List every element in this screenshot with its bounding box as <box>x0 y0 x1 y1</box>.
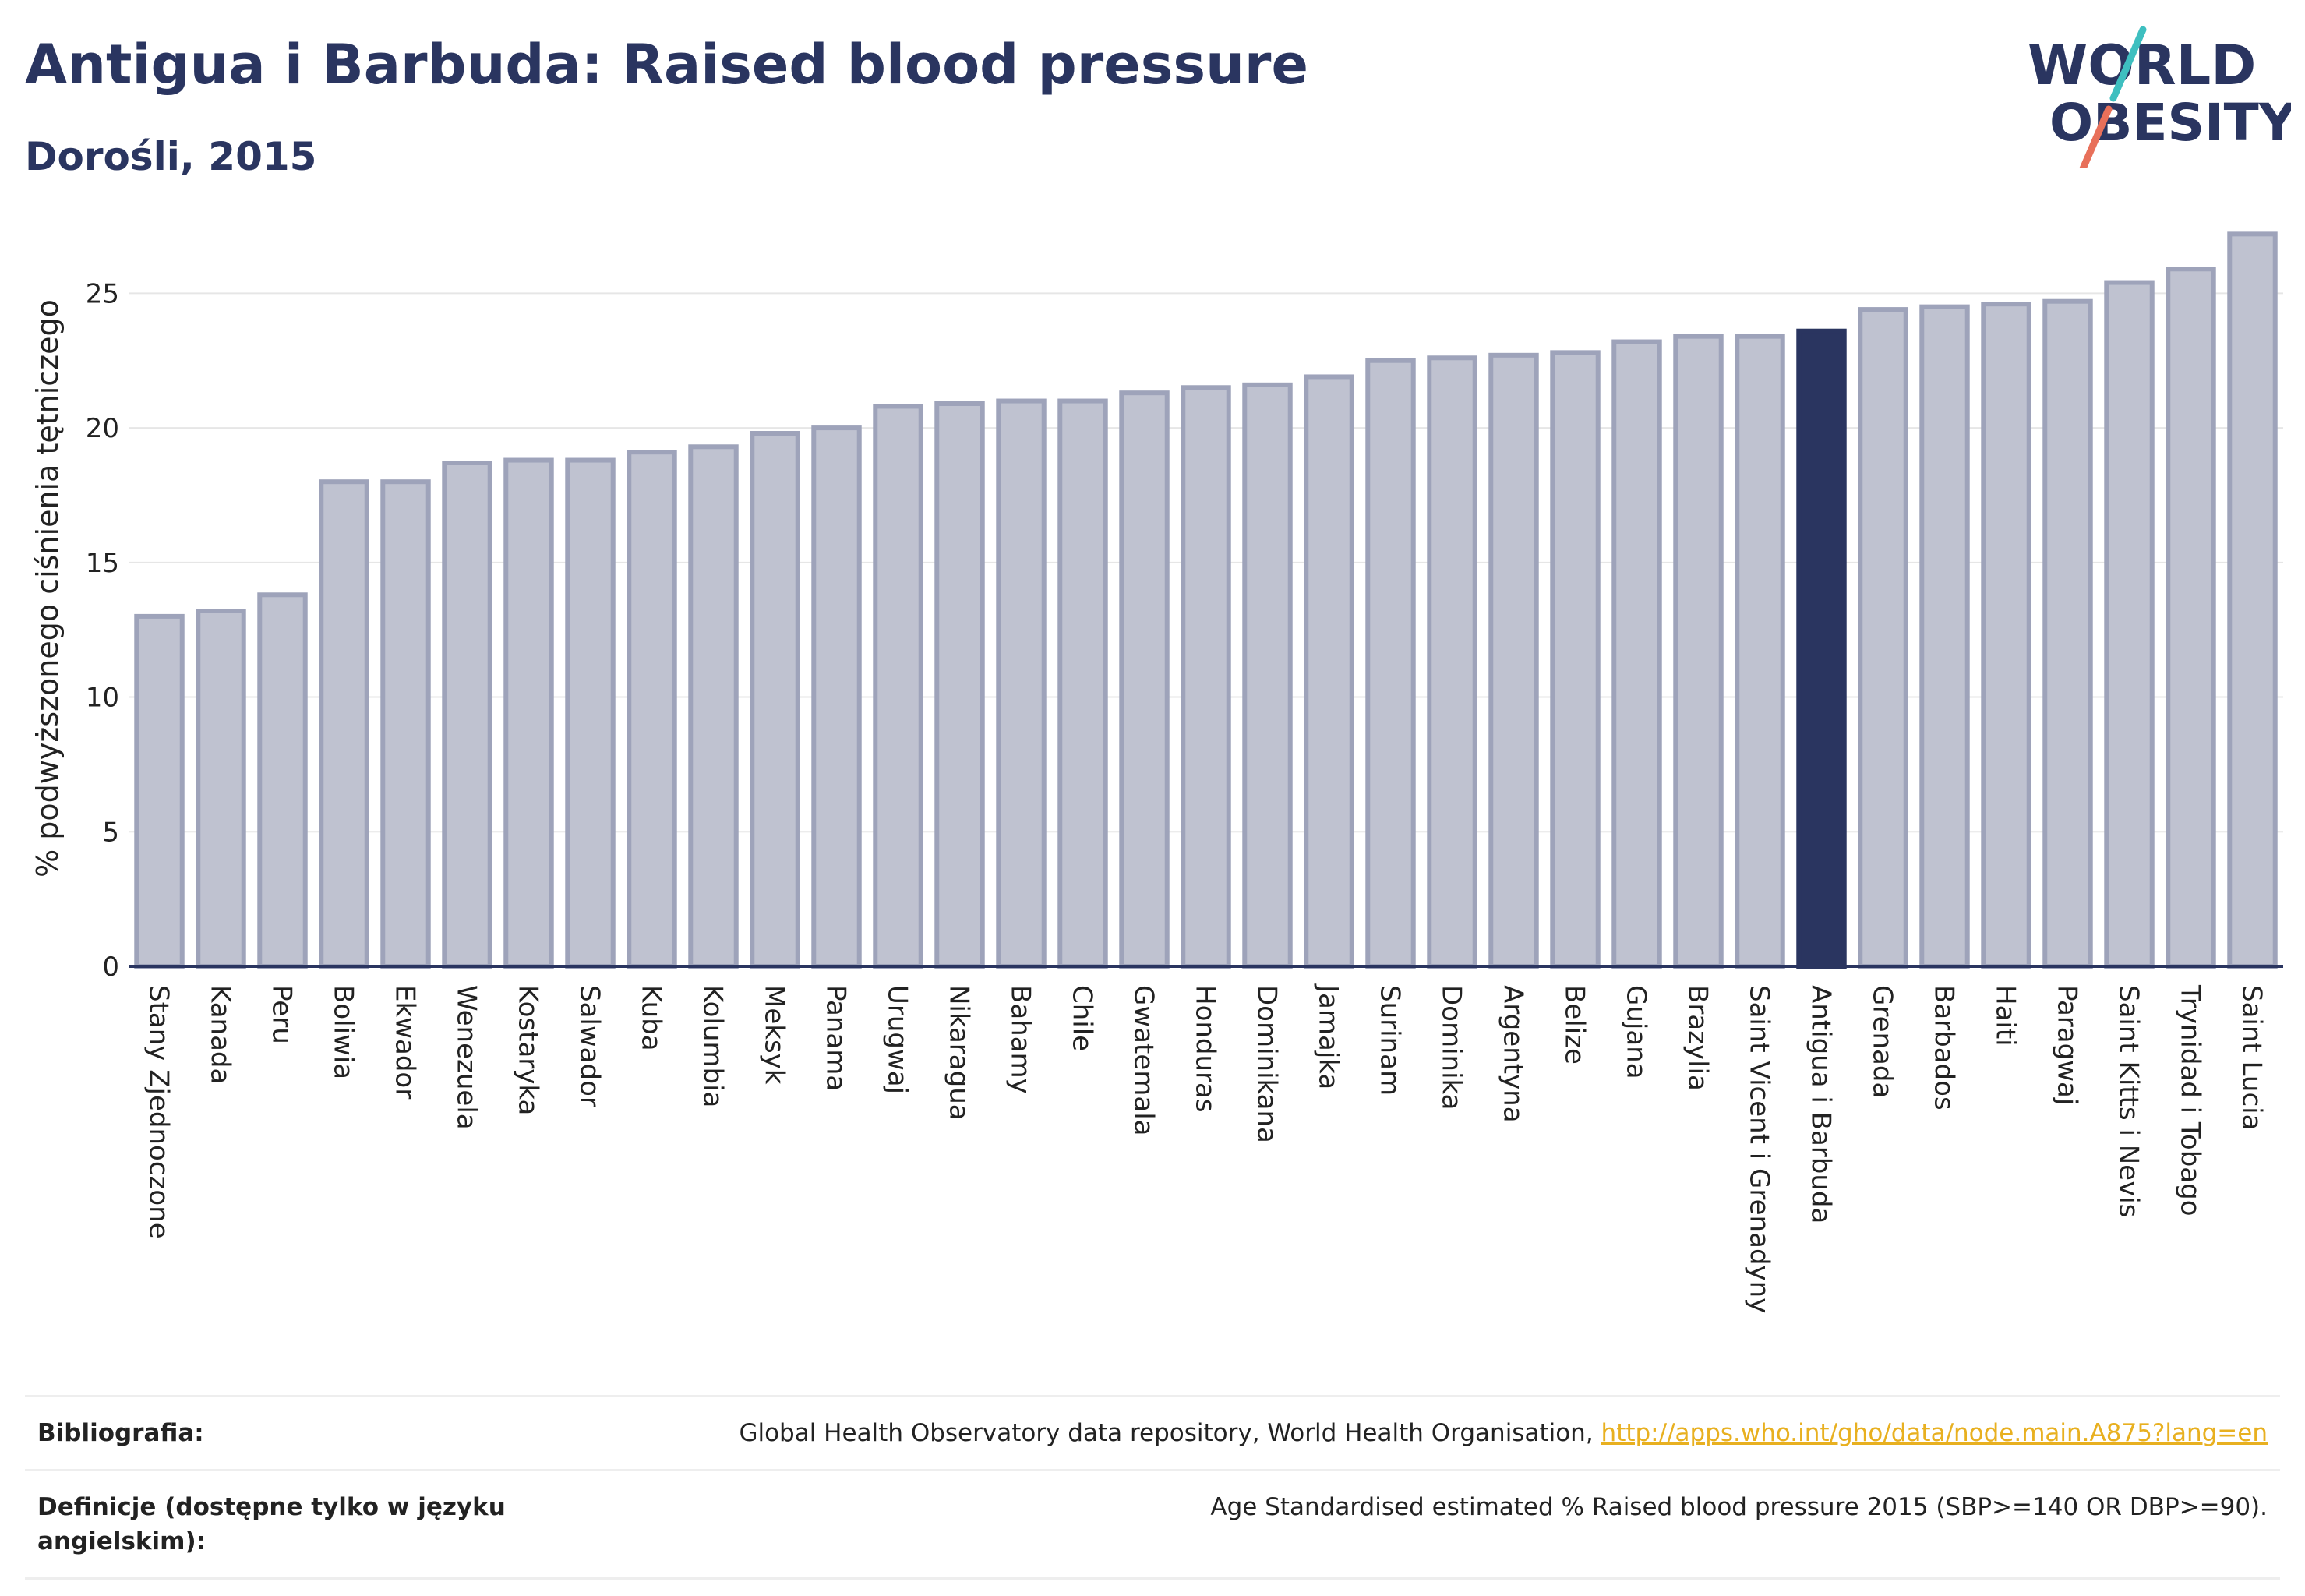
bar[interactable] <box>1919 304 1970 969</box>
category-label: Belize <box>1559 985 1590 1065</box>
bar[interactable] <box>1611 339 1662 969</box>
logo-word-world: WORLD <box>2028 34 2256 97</box>
category-label: Bahamy <box>1005 985 1036 1094</box>
bar-chart: 0 5 10 15 20 25 Stany Zjednoczone Kanada Peru Bo… <box>30 231 2283 1313</box>
bar[interactable] <box>750 431 800 969</box>
category-label: Salwador <box>574 985 605 1107</box>
category-label: Antigua i Barbuda <box>1806 985 1837 1223</box>
category-label: Ekwador <box>390 985 421 1099</box>
bar[interactable] <box>134 613 185 969</box>
bar[interactable] <box>1181 385 1231 969</box>
category-label: Barbados <box>1929 985 1960 1110</box>
bar[interactable] <box>2166 267 2216 969</box>
bar[interactable] <box>1304 374 1354 969</box>
category-label: Haiti <box>1990 985 2021 1047</box>
category-label: Argentyna <box>1498 985 1529 1123</box>
world-obesity-logo: WORLD OBESITY <box>2028 26 2291 168</box>
definitions-value: Age Standardised estimated % Raised bloo… <box>1210 1493 2268 1521</box>
page-subtitle: Dorośli, 2015 <box>25 134 317 179</box>
category-label: Jamajka <box>1313 983 1344 1089</box>
category-label: Paragwaj <box>2052 985 2083 1105</box>
category-label: Surinam <box>1375 985 1406 1096</box>
y-tick-label: 25 <box>86 278 119 309</box>
category-label: Panama <box>821 985 852 1091</box>
bar[interactable] <box>565 457 616 969</box>
y-tick-label: 20 <box>86 413 119 444</box>
bar[interactable] <box>2104 280 2155 969</box>
category-label: Gujana <box>1621 985 1652 1079</box>
bar[interactable] <box>380 479 431 969</box>
y-tick-label: 0 <box>102 952 119 983</box>
bar[interactable] <box>1057 398 1108 969</box>
bibliography-text: Global Health Observatory data repositor… <box>739 1419 1601 1447</box>
bar[interactable] <box>2227 231 2278 969</box>
bar[interactable] <box>934 401 985 969</box>
bar[interactable] <box>196 609 246 969</box>
y-tick-label: 15 <box>86 548 119 579</box>
bar[interactable] <box>1673 334 1724 969</box>
category-label: Boliwia <box>328 985 359 1079</box>
category-label: Kostaryka <box>513 985 544 1115</box>
definitions-row: Definicje (dostępne tylko w języku angie… <box>25 1469 2280 1580</box>
bar[interactable] <box>1981 302 2031 969</box>
category-labels: Stany Zjednoczone Kanada Peru Boliwia Ekwado… <box>143 983 2268 1313</box>
bibliography-label: Bibliografia: <box>37 1419 204 1447</box>
bar[interactable] <box>257 592 308 969</box>
definitions-label: Definicje (dostępne tylko w języku angie… <box>37 1493 506 1555</box>
y-tick-label: 5 <box>102 817 119 848</box>
y-tick-labels: 0 5 10 15 20 25 <box>86 278 119 983</box>
category-label: Urugwaj <box>882 985 913 1094</box>
logo-slash-teal <box>2109 26 2147 102</box>
category-label: Chile <box>1067 985 1098 1051</box>
bar[interactable] <box>627 450 677 969</box>
bar[interactable] <box>442 461 492 969</box>
bars <box>134 231 2278 969</box>
category-label: Saint Vicent i Grenadyny <box>1744 985 1775 1313</box>
page-title: Antigua i Barbuda: Raised blood pressure <box>25 33 1308 97</box>
bar[interactable] <box>1488 352 1539 969</box>
bar[interactable] <box>1796 328 1847 969</box>
category-label: Peru <box>267 985 298 1044</box>
bar[interactable] <box>688 444 739 969</box>
bar[interactable] <box>319 479 369 969</box>
y-axis-label: % podwyższonego ciśnienia tętniczego <box>30 299 65 877</box>
category-label: Saint Kitts i Nevis <box>2113 985 2144 1217</box>
bar[interactable] <box>1858 307 1908 969</box>
bibliography-row: Bibliografia: Global Health Observatory … <box>25 1395 2280 1469</box>
category-label: Kolumbia <box>697 985 729 1107</box>
category-label: Saint Lucia <box>2236 985 2268 1130</box>
bibliography-link[interactable]: http://apps.who.int/gho/data/node.main.A… <box>1601 1419 2268 1447</box>
bar[interactable] <box>1242 382 1293 969</box>
bar[interactable] <box>1119 390 1170 969</box>
category-label: Brazylia <box>1682 985 1714 1091</box>
bar[interactable] <box>1365 358 1416 969</box>
bar[interactable] <box>1550 350 1601 969</box>
category-label: Stany Zjednoczone <box>143 985 175 1239</box>
bar[interactable] <box>1427 355 1477 969</box>
footer: Bibliografia: Global Health Observatory … <box>25 1395 2280 1580</box>
bar[interactable] <box>873 404 923 969</box>
category-label: Honduras <box>1190 985 1221 1113</box>
bar[interactable] <box>1735 334 1785 969</box>
bar[interactable] <box>2042 298 2093 969</box>
category-label: Nikaragua <box>944 985 975 1121</box>
category-label: Wenezuela <box>451 985 482 1130</box>
y-tick-label: 10 <box>86 683 119 714</box>
category-label: Dominikana <box>1251 985 1283 1143</box>
category-label: Dominika <box>1436 985 1467 1110</box>
category-label: Gwatemala <box>1128 985 1160 1135</box>
bar[interactable] <box>503 457 554 969</box>
category-label: Trynidad i Tobago <box>2175 984 2206 1216</box>
category-label: Grenada <box>1867 985 1898 1098</box>
bar[interactable] <box>811 425 862 969</box>
logo-word-obesity: OBESITY <box>2049 93 2291 153</box>
category-label: Kuba <box>636 985 667 1051</box>
bibliography-value: Global Health Observatory data repositor… <box>739 1416 2268 1450</box>
category-label: Kanada <box>205 985 236 1084</box>
bar[interactable] <box>996 398 1047 969</box>
logo-slash-coral <box>2079 105 2113 168</box>
category-label: Meksyk <box>759 985 790 1085</box>
